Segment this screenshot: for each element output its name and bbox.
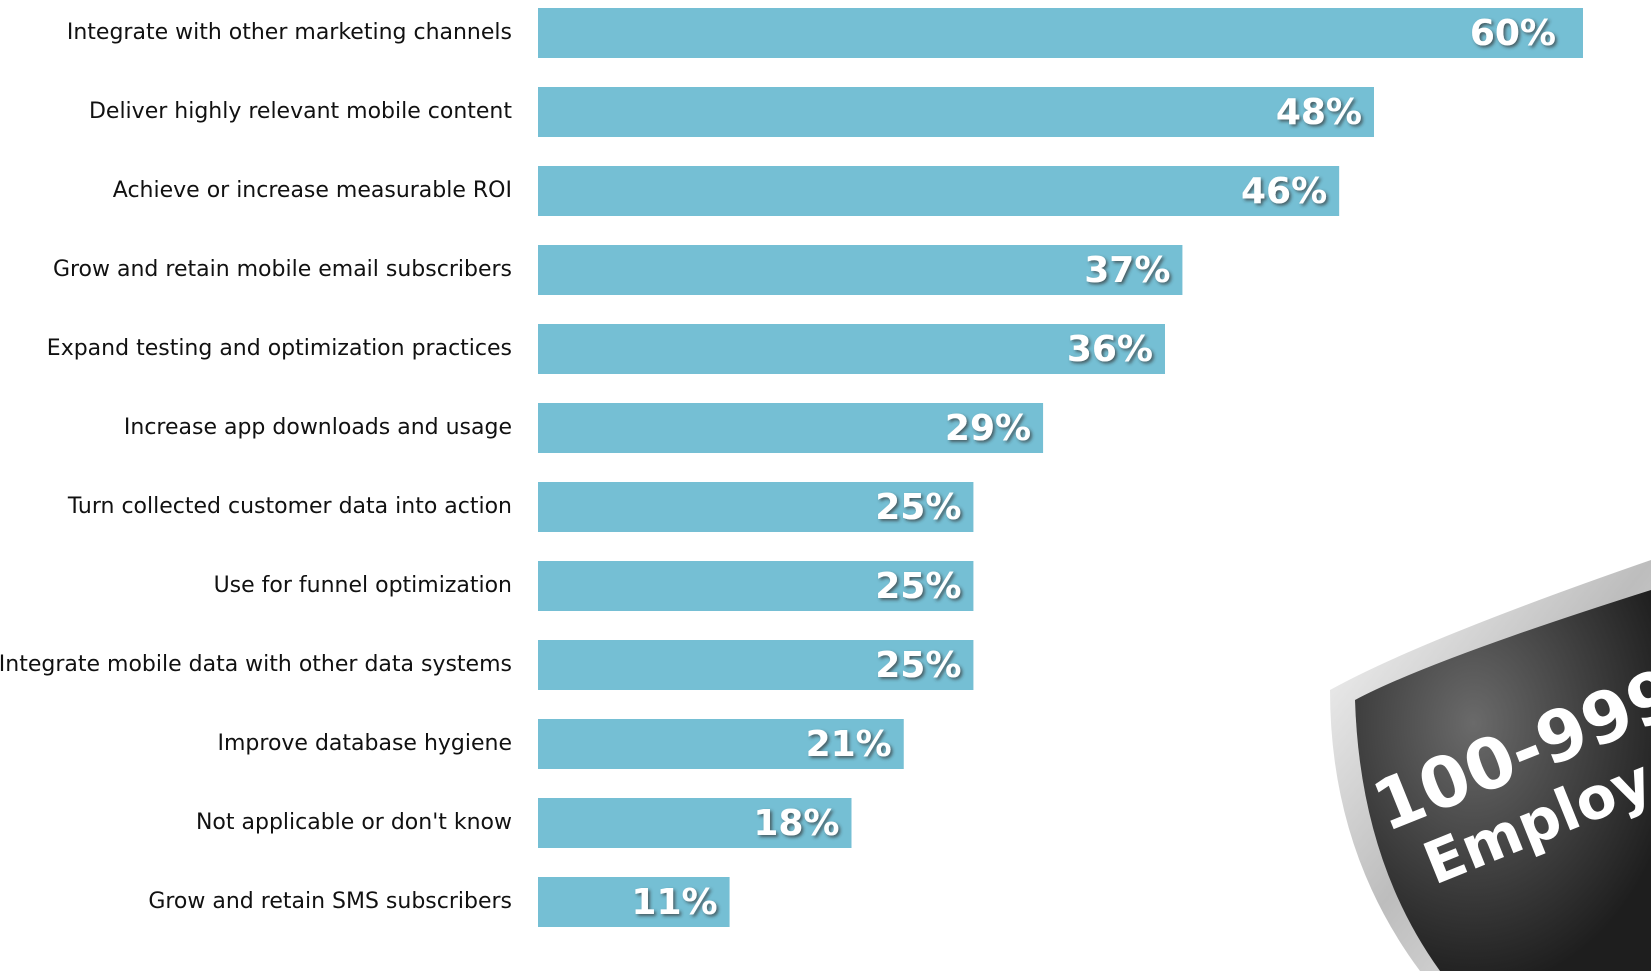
bar [538, 324, 1165, 374]
bar [538, 166, 1340, 216]
category-label: Expand testing and optimization practice… [47, 336, 512, 361]
value-label: 36% [1067, 329, 1153, 370]
value-label: 25% [875, 487, 961, 528]
category-label: Improve database hygiene [218, 731, 513, 756]
value-label: 29% [945, 408, 1031, 449]
bar [538, 719, 904, 769]
bar [538, 8, 1583, 58]
category-label: Use for funnel optimization [214, 573, 512, 598]
category-label: Grow and retain SMS subscribers [148, 889, 512, 914]
bar [538, 798, 852, 848]
bar [538, 245, 1183, 295]
bar [538, 640, 974, 690]
bar [538, 877, 730, 927]
bar [538, 482, 974, 532]
badge: 100-999 Employees [1330, 560, 1651, 971]
category-label: Increase app downloads and usage [124, 415, 512, 440]
category-label: Grow and retain mobile email subscribers [53, 257, 512, 282]
value-label: 21% [806, 724, 892, 765]
value-label: 11% [631, 882, 717, 923]
category-label: Not applicable or don't know [196, 810, 512, 835]
category-label: Deliver highly relevant mobile content [89, 99, 512, 124]
bar [538, 403, 1044, 453]
value-label: 25% [875, 566, 961, 607]
value-label: 37% [1084, 250, 1170, 291]
badge-body [1355, 590, 1651, 971]
value-label: 46% [1241, 171, 1327, 212]
value-label: 48% [1276, 92, 1362, 133]
category-label: Achieve or increase measurable ROI [113, 178, 512, 203]
value-label: 18% [753, 803, 839, 844]
category-label: Integrate with other marketing channels [67, 20, 512, 45]
category-label: Turn collected customer data into action [67, 494, 512, 519]
bar [538, 561, 974, 611]
value-label: 60% [1470, 13, 1556, 54]
value-label: 25% [875, 645, 961, 686]
bar [538, 87, 1374, 137]
category-label: Integrate mobile data with other data sy… [0, 652, 512, 677]
